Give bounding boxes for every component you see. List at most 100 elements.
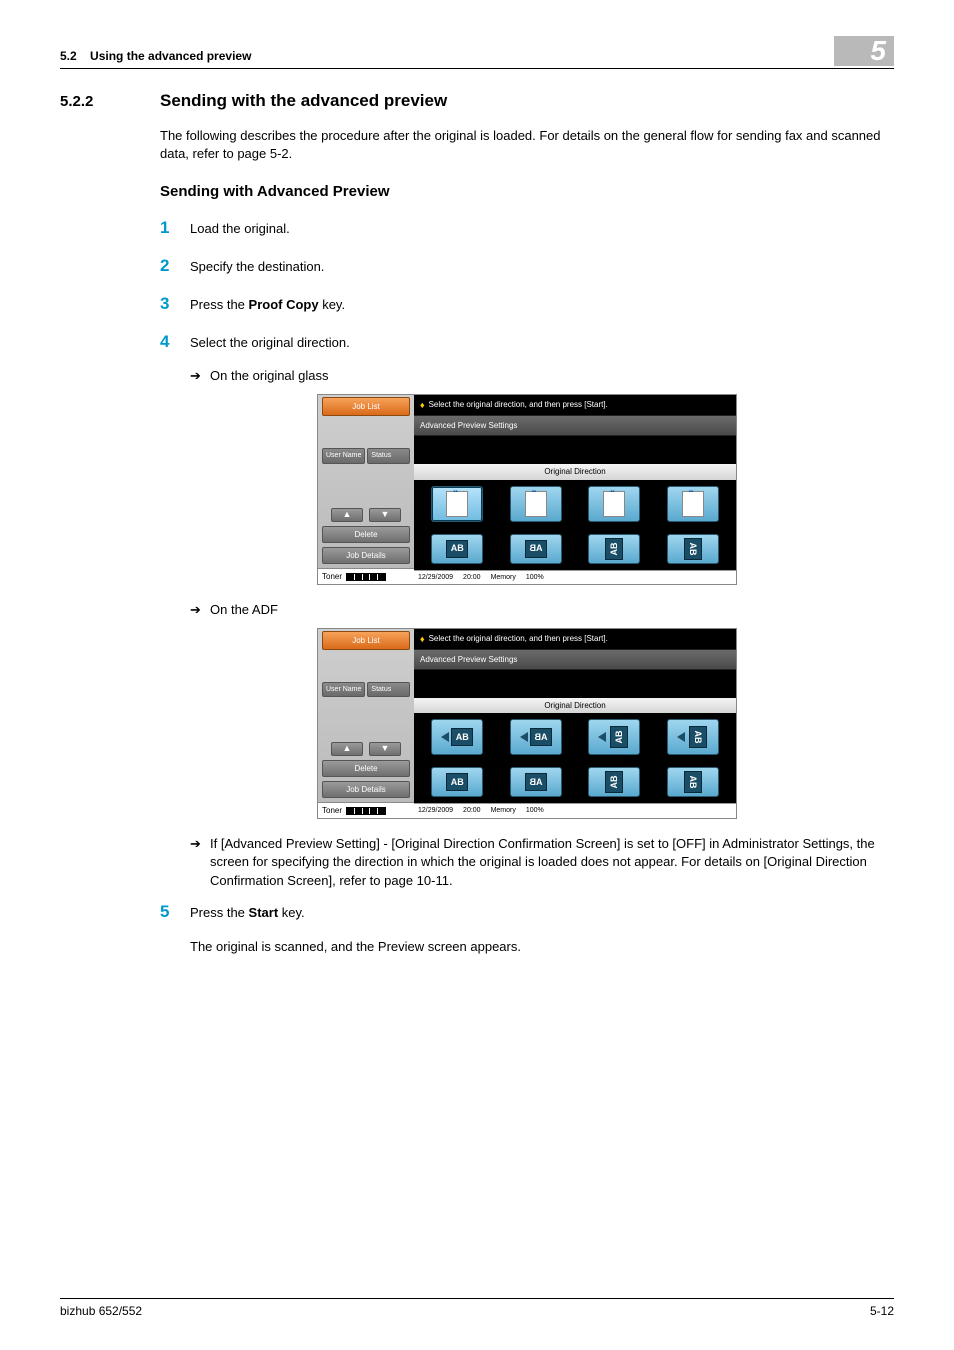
ab-option-3[interactable]: AB — [588, 534, 640, 564]
bullet-text: On the ADF — [210, 601, 278, 619]
step-text: Press the Start key. — [190, 904, 894, 922]
delete-button[interactable]: Delete — [322, 526, 410, 543]
panel-main: ♦ Select the original direction, and the… — [414, 629, 736, 819]
advanced-settings-bar: Advanced Preview Settings — [414, 649, 736, 670]
ab-option-1[interactable]: AB — [431, 767, 483, 797]
user-name-chip[interactable]: User Name — [322, 682, 365, 698]
toner-bar — [346, 807, 386, 815]
panel-sidebar: Job List User Name Status ▲ ▼ Delete Job… — [318, 629, 414, 819]
section-number: 5.2.2 — [60, 91, 160, 112]
status-chip[interactable]: Status — [367, 448, 410, 464]
up-button[interactable]: ▲ — [331, 742, 363, 756]
sidebar-spacer — [318, 468, 414, 508]
ab-option-2[interactable]: AB — [510, 767, 562, 797]
ab-label: AB — [525, 540, 547, 558]
panel-sidebar: Job List User Name Status ▲ ▼ Delete Job… — [318, 395, 414, 585]
arrow-icon: ➔ — [190, 835, 210, 890]
down-button[interactable]: ▼ — [369, 508, 401, 522]
arrow-buttons: ▲ ▼ — [322, 508, 410, 522]
panel-date: 12/29/2009 — [418, 806, 453, 816]
adf-direction-option-2[interactable]: AB — [510, 719, 562, 755]
toner-bar — [346, 573, 386, 581]
step-number: 5 — [160, 900, 190, 924]
panel-footer: 12/29/2009 20:00 Memory 100% — [414, 570, 736, 585]
body: The following describes the procedure af… — [160, 127, 894, 956]
status-chip[interactable]: Status — [367, 682, 410, 698]
user-name-chip[interactable]: User Name — [322, 448, 365, 464]
job-list-button[interactable]: Job List — [322, 631, 410, 650]
job-list-button[interactable]: Job List — [322, 397, 410, 416]
step-number: 3 — [160, 292, 190, 316]
ab-label: AB — [605, 771, 623, 793]
page-footer: bizhub 652/552 5-12 — [60, 1298, 894, 1320]
panel-memory-val: 100% — [526, 806, 544, 816]
direction-option-2[interactable]: ▪▪ — [510, 486, 562, 522]
direction-option-4[interactable]: ▪▪ — [667, 486, 719, 522]
subheading: Sending with Advanced Preview — [160, 181, 894, 202]
toner-label: Toner — [322, 805, 342, 816]
panel-adf-wrap: Job List User Name Status ▲ ▼ Delete Job… — [160, 628, 894, 820]
chapter-badge: 5 — [834, 36, 894, 66]
step-text-pre: Press the — [190, 297, 249, 312]
step-text-bold: Start — [249, 905, 279, 920]
direction-option-3[interactable]: ▪▪ — [588, 486, 640, 522]
adf-direction-option-1[interactable]: AB — [431, 719, 483, 755]
original-direction-bar: Original Direction — [414, 464, 736, 479]
step-5-after: The original is scanned, and the Preview… — [190, 938, 894, 956]
gap — [414, 436, 736, 464]
down-button[interactable]: ▼ — [369, 742, 401, 756]
panel-date: 12/29/2009 — [418, 573, 453, 583]
bullet-text: On the original glass — [210, 367, 329, 385]
status-row: User Name Status — [322, 682, 410, 698]
hint-text: Select the original direction, and then … — [429, 399, 608, 410]
ab-option-4[interactable]: AB — [667, 767, 719, 797]
panel-time: 20:00 — [463, 806, 481, 816]
step-text-post: key. — [278, 905, 305, 920]
ab-option-4[interactable]: AB — [667, 534, 719, 564]
ab-label: AB — [446, 773, 468, 791]
up-button[interactable]: ▲ — [331, 508, 363, 522]
ab-option-1[interactable]: AB — [431, 534, 483, 564]
adf-direction-option-4[interactable]: AB — [667, 719, 719, 755]
ab-label: AB — [446, 540, 468, 558]
direction-row-1: AB AB AB AB — [414, 713, 736, 761]
ab-option-2[interactable]: AB — [510, 534, 562, 564]
direction-option-1[interactable]: ▪▪ — [431, 486, 483, 522]
bullet-text: If [Advanced Preview Setting] - [Origina… — [210, 835, 894, 890]
job-details-button[interactable]: Job Details — [322, 547, 410, 564]
panel-memory: Memory — [491, 573, 516, 583]
page: 5.2 Using the advanced preview 5 5.2.2 S… — [0, 0, 954, 1350]
footer-left: bizhub 652/552 — [60, 1303, 142, 1320]
toner-row: Toner — [318, 568, 414, 584]
step-text-pre: Press the — [190, 905, 249, 920]
ab-label: AB — [684, 538, 702, 560]
hint-bar: ♦ Select the original direction, and the… — [414, 629, 736, 650]
delete-button[interactable]: Delete — [322, 760, 410, 777]
intro-paragraph: The following describes the procedure af… — [160, 127, 894, 163]
step-text: Load the original. — [190, 220, 894, 238]
direction-row-2: AB AB AB AB — [414, 761, 736, 803]
toner-label: Toner — [322, 571, 342, 582]
ab-option-3[interactable]: AB — [588, 767, 640, 797]
step-5: 5 Press the Start key. — [160, 900, 894, 924]
step-1: 1 Load the original. — [160, 216, 894, 240]
ab-label: AB — [684, 771, 702, 793]
bullet-adf: ➔ On the ADF — [190, 601, 894, 619]
step-text: Specify the destination. — [190, 258, 894, 276]
section-heading-row: 5.2.2 Sending with the advanced preview — [60, 89, 894, 113]
hint-text: Select the original direction, and then … — [429, 633, 608, 644]
panel-glass-wrap: Job List User Name Status ▲ ▼ Delete Job… — [160, 394, 894, 586]
adf-direction-option-3[interactable]: AB — [588, 719, 640, 755]
header-section-title: Using the advanced preview — [90, 49, 251, 63]
panel-main: ♦ Select the original direction, and the… — [414, 395, 736, 585]
job-details-button[interactable]: Job Details — [322, 781, 410, 798]
panel-memory-val: 100% — [526, 573, 544, 583]
bullet-note: ➔ If [Advanced Preview Setting] - [Origi… — [190, 835, 894, 890]
step-text-post: key. — [319, 297, 346, 312]
step-2: 2 Specify the destination. — [160, 254, 894, 278]
status-row: User Name Status — [322, 448, 410, 464]
original-direction-bar: Original Direction — [414, 698, 736, 713]
panel-glass: Job List User Name Status ▲ ▼ Delete Job… — [317, 394, 737, 586]
hint-bar: ♦ Select the original direction, and the… — [414, 395, 736, 416]
direction-row-2: AB AB AB AB — [414, 528, 736, 570]
